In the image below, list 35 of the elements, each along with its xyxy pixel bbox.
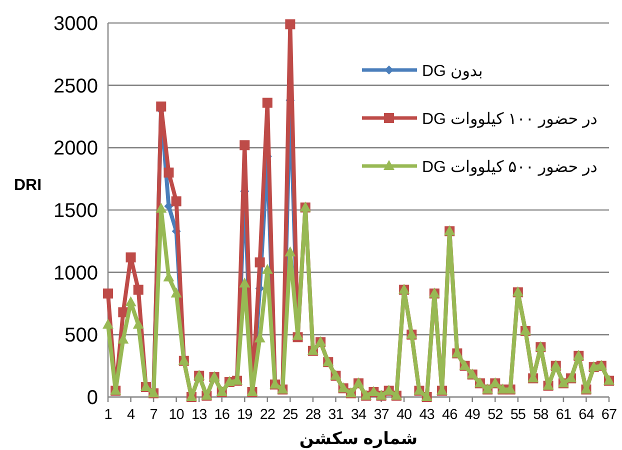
x-tick-label: 67 [601, 407, 617, 423]
x-tick-label: 28 [305, 407, 321, 423]
x-tick-label: 49 [464, 407, 480, 423]
legend-label: در حضور ۱۰۰ کیلووات DG [422, 111, 598, 128]
y-axis-title: DRI [14, 177, 42, 194]
y-tick-label: 500 [64, 324, 98, 347]
x-axis-title: شماره سکشن [299, 429, 418, 449]
x-tick-label: 58 [533, 407, 549, 423]
x-tick-label: 1 [104, 407, 112, 423]
x-tick-label: 19 [237, 407, 253, 423]
x-tick-label: 64 [578, 407, 594, 423]
x-tick-label: 25 [282, 407, 298, 423]
x-tick-label: 52 [488, 407, 504, 423]
x-tick-label: 16 [214, 407, 230, 423]
x-tick-label: 7 [150, 407, 158, 423]
y-tick-label: 3000 [54, 13, 98, 35]
x-tick-label: 46 [442, 407, 458, 423]
x-tick-label: 37 [374, 407, 390, 423]
y-tick-label: 2500 [54, 75, 98, 98]
x-tick-label: 55 [510, 407, 526, 423]
x-tick-label: 13 [192, 407, 208, 423]
x-tick-label: 4 [126, 407, 135, 423]
x-tick-label: 10 [168, 407, 184, 423]
legend-label: در حضور ۵۰۰ کیلووات DG [422, 159, 598, 176]
legend-label: بدون DG [422, 63, 483, 80]
y-tick-label: 0 [86, 387, 98, 409]
y-tick-label: 1500 [54, 200, 98, 222]
x-tick-label: 61 [556, 407, 572, 423]
x-tick-label: 40 [396, 407, 412, 423]
x-tick-label: 34 [350, 407, 366, 423]
x-tick-label: 43 [419, 407, 435, 423]
y-tick-label: 1000 [54, 262, 98, 284]
x-tick-label: 22 [260, 407, 276, 423]
x-tick-label: 31 [328, 407, 344, 423]
y-tick-label: 2000 [54, 138, 98, 160]
